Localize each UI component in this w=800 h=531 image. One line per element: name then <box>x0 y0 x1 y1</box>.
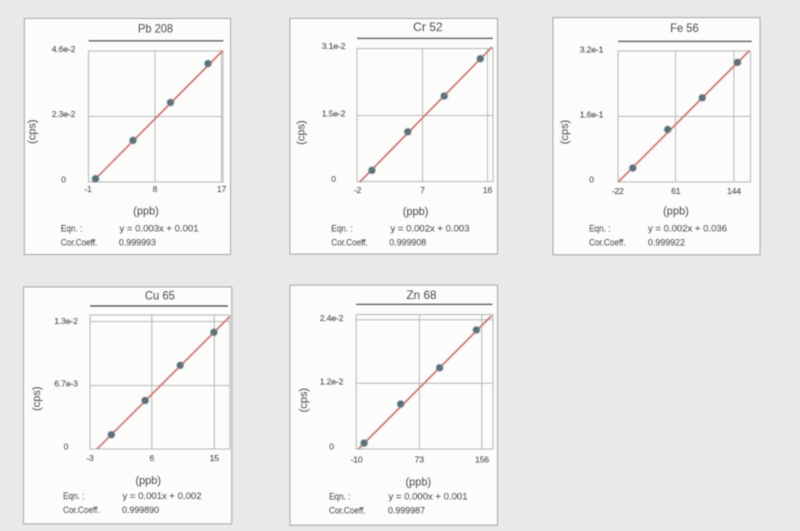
svg-text:61: 61 <box>671 186 681 196</box>
svg-text:y = 0.002x + 0.003: y = 0.002x + 0.003 <box>391 223 470 234</box>
svg-text:15: 15 <box>210 453 220 463</box>
svg-text:0: 0 <box>61 175 66 185</box>
svg-text:0.999908: 0.999908 <box>389 238 426 249</box>
svg-text:y = 0.001x + 0.002: y = 0.001x + 0.002 <box>123 491 202 502</box>
svg-text:0.999922: 0.999922 <box>648 238 685 249</box>
svg-text:(cps): (cps) <box>26 119 38 143</box>
svg-text:Fe 56: Fe 56 <box>670 21 699 35</box>
svg-text:Cor.Coeff.: Cor.Coeff. <box>589 238 626 249</box>
svg-text:1.6e-1: 1.6e-1 <box>580 110 604 120</box>
svg-text:17: 17 <box>217 184 227 194</box>
svg-text:1.5e-2: 1.5e-2 <box>322 109 346 119</box>
svg-text:Cu 65: Cu 65 <box>145 289 175 303</box>
svg-text:144: 144 <box>727 186 741 196</box>
svg-text:y = 0.002x + 0.036: y = 0.002x + 0.036 <box>648 223 727 234</box>
svg-text:2.3e-2: 2.3e-2 <box>52 109 76 119</box>
svg-text:3.1e-2: 3.1e-2 <box>322 41 346 51</box>
svg-text:y = 0.000x + 0.001: y = 0.000x + 0.001 <box>389 491 468 502</box>
svg-text:Eqn. :: Eqn. : <box>331 223 353 234</box>
svg-text:(cps): (cps) <box>298 388 310 412</box>
svg-text:Cr 52: Cr 52 <box>413 20 443 34</box>
svg-text:16: 16 <box>483 185 493 195</box>
svg-text:3.2e-1: 3.2e-1 <box>580 45 604 55</box>
svg-text:(cps): (cps) <box>31 386 43 410</box>
svg-text:(cps): (cps) <box>559 120 571 144</box>
svg-text:Zn 68: Zn 68 <box>407 288 437 302</box>
svg-text:7: 7 <box>420 185 425 195</box>
svg-text:0: 0 <box>329 442 334 452</box>
svg-text:Cor.Coeff.: Cor.Coeff. <box>329 505 366 516</box>
svg-text:Cor.Coeff.: Cor.Coeff. <box>63 505 100 516</box>
svg-text:1.3e-2: 1.3e-2 <box>54 316 78 326</box>
svg-text:-1: -1 <box>84 184 92 194</box>
svg-text:6: 6 <box>149 453 154 463</box>
svg-text:-10: -10 <box>351 455 363 465</box>
svg-text:(ppb): (ppb) <box>135 475 161 487</box>
svg-text:0: 0 <box>589 175 594 185</box>
svg-text:1.2e-2: 1.2e-2 <box>320 377 344 387</box>
svg-text:(ppb): (ppb) <box>663 205 689 217</box>
svg-text:-3: -3 <box>86 453 94 463</box>
svg-text:Eqn. :: Eqn. : <box>63 491 85 502</box>
svg-text:0.999993: 0.999993 <box>119 238 156 249</box>
svg-text:Eqn. :: Eqn. : <box>589 223 611 234</box>
svg-text:y = 0.003x + 0.001: y = 0.003x + 0.001 <box>120 223 199 234</box>
svg-text:156: 156 <box>475 455 489 465</box>
svg-text:6.7e-3: 6.7e-3 <box>54 379 78 389</box>
svg-text:73: 73 <box>415 455 425 465</box>
svg-text:-2: -2 <box>354 185 362 195</box>
svg-text:Cor.Coeff.: Cor.Coeff. <box>61 238 98 249</box>
svg-text:4.6e-2: 4.6e-2 <box>52 44 76 54</box>
svg-text:0.999890: 0.999890 <box>122 505 159 516</box>
svg-text:Eqn. :: Eqn. : <box>329 491 351 502</box>
svg-text:0.999987: 0.999987 <box>388 505 425 516</box>
svg-text:Eqn. :: Eqn. : <box>61 223 83 234</box>
svg-text:(ppb): (ppb) <box>405 477 431 489</box>
svg-text:-22: -22 <box>612 186 624 196</box>
svg-text:(ppb): (ppb) <box>133 206 159 218</box>
svg-text:0: 0 <box>331 174 336 184</box>
svg-text:Cor.Coeff.: Cor.Coeff. <box>331 238 368 249</box>
svg-text:8: 8 <box>153 184 158 194</box>
svg-text:2.4e-2: 2.4e-2 <box>320 313 344 323</box>
svg-text:(ppb): (ppb) <box>403 206 429 218</box>
svg-text:Pb 208: Pb 208 <box>138 22 173 36</box>
svg-text:(cps): (cps) <box>296 120 308 144</box>
svg-text:0: 0 <box>64 442 69 452</box>
